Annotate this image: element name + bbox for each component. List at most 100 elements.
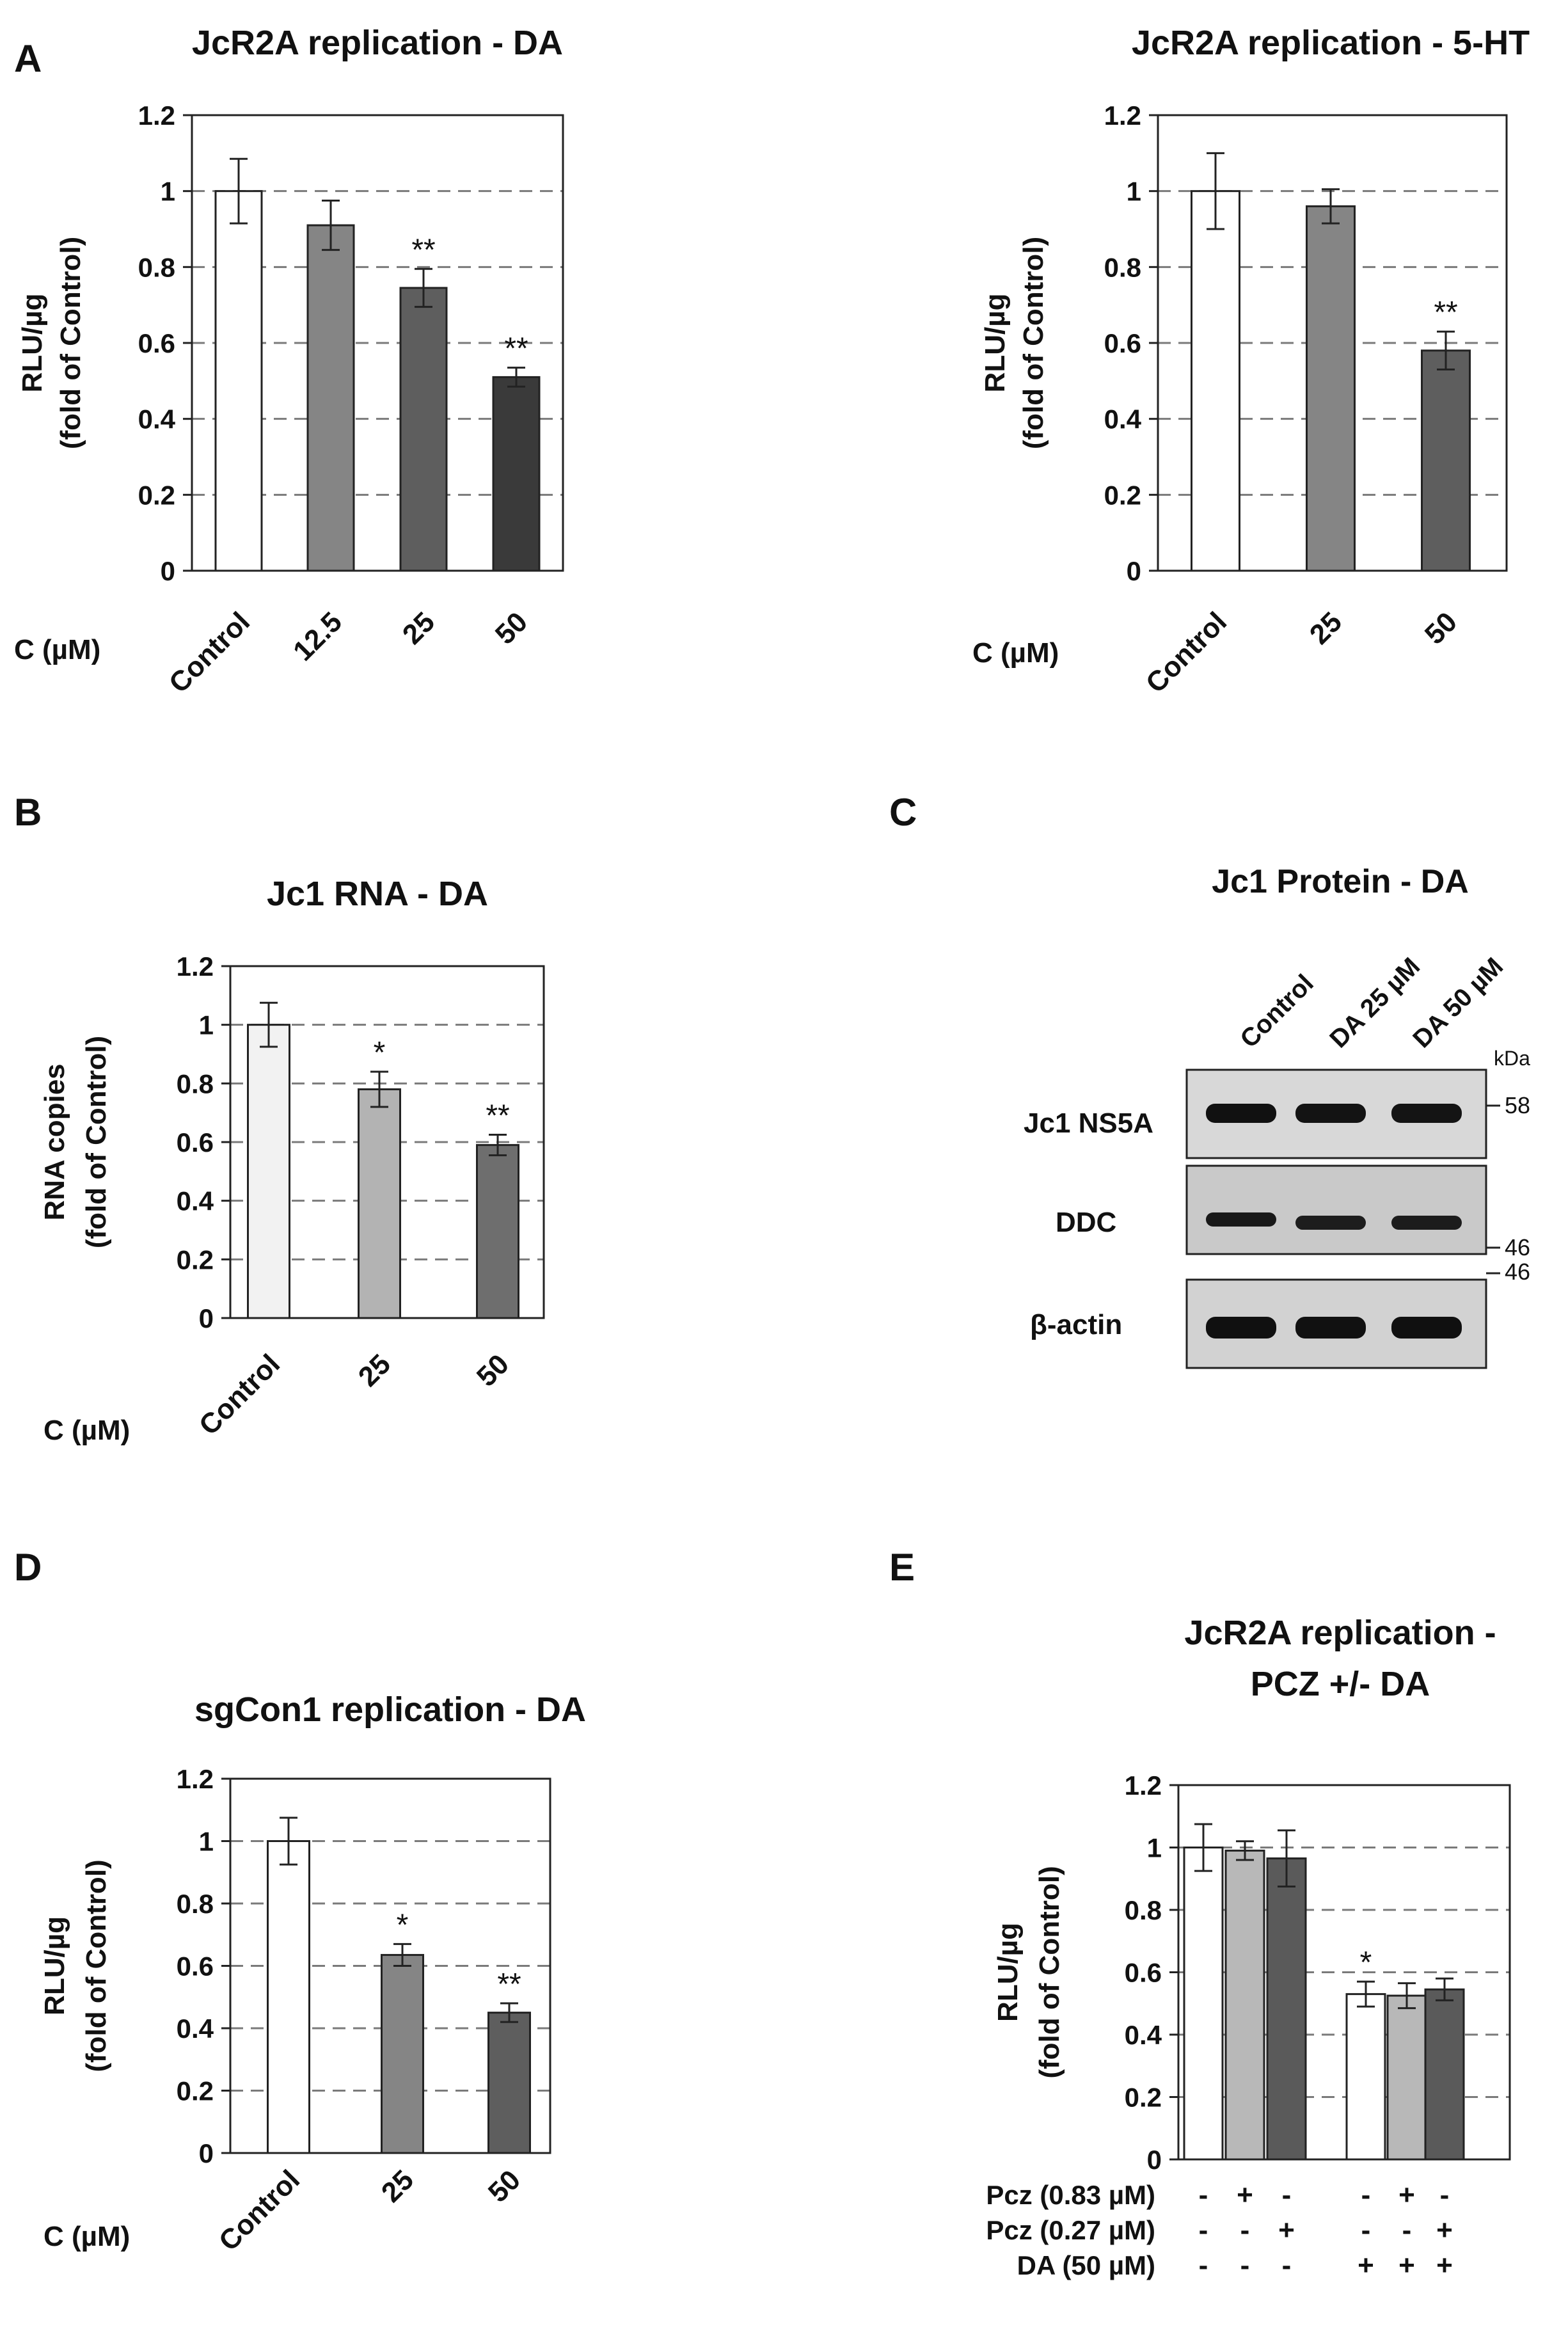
y-axis-label: (fold of Control) [1034,1866,1065,2078]
blot-title: Jc1 Protein - DA [1212,863,1469,900]
y-axis-label: RLU/µg [17,294,48,393]
condition-mark: + [1436,2214,1453,2246]
blot-band [1206,1212,1276,1227]
blot-row-actin: β-actin 46 [1030,1259,1530,1369]
condition-mark: - [1361,2214,1371,2246]
blot-band [1391,1216,1462,1230]
y-axis-label: (fold of Control) [81,1859,112,2072]
plot-frame [1177,1784,1511,2161]
y-tick-label: 1.2 [138,100,175,131]
y-tick-label: 0.2 [138,480,175,510]
blot-band [1295,1104,1366,1123]
y-tick-label: 1 [161,177,175,207]
y-tick-label: 0.8 [138,252,175,282]
bar [1421,349,1471,572]
bar [381,1953,424,2154]
condition-label: DA (50 µM) [1017,2250,1155,2280]
condition-mark: + [1237,2179,1253,2211]
bar [358,1088,401,1319]
bar [267,1840,310,2154]
panel-label-a: A [14,37,42,80]
blot-band [1295,1216,1366,1230]
blot-band [1206,1317,1276,1339]
chart-title: JcR2A replication - 5-HT [1132,24,1530,62]
chart-a1-jcr2a-da: JcR2A replication - DA RLU/µg (fold of Con… [14,24,564,699]
bar [487,2012,531,2154]
condition-mark: + [1358,2250,1374,2281]
y-tick-label: 0.6 [177,1951,214,1982]
y-tick-label: 0 [161,556,175,586]
chart-title: PCZ +/- DA [1251,1665,1430,1703]
bar [492,376,541,572]
significance-marker: * [397,1908,409,1942]
bar [1266,1857,1307,2161]
y-tick-label: 0.8 [177,1069,214,1099]
blot-marker-label: 58 [1505,1092,1530,1118]
condition-mark: - [1240,2250,1250,2281]
bar [399,287,448,572]
y-tick-label: 0.2 [177,2076,214,2106]
y-tick-label: 0.4 [138,404,176,434]
plot-frame [191,114,564,572]
y-tick-label: 0.6 [138,328,175,358]
significance-marker: ** [411,233,435,267]
y-tick-label: 1.2 [1104,100,1141,131]
bar [306,224,355,572]
significance-marker: ** [486,1099,509,1133]
y-tick-label: 0.2 [177,1244,214,1275]
y-axis-label: RNA copies [39,1063,70,1220]
blot-band [1295,1317,1366,1339]
y-axis-label: (fold of Control) [55,237,86,449]
chart-a2-jcr2a-5ht: JcR2A replication - 5-HT RLU/µg (fold of C… [972,24,1530,699]
chart-title: sgCon1 replication - DA [194,1690,586,1729]
y-tick-label: 0 [1127,556,1141,586]
chart-title: JcR2A replication - [1184,1614,1496,1652]
bar [1224,1849,1265,2161]
y-tick-label: 0.8 [1104,252,1141,282]
condition-mark: - [1240,2214,1250,2246]
bar [1424,1988,1465,2161]
y-tick-label: 1.2 [177,1764,214,1794]
y-tick-label: 1.2 [1125,1770,1162,1800]
y-tick-label: 0.4 [1104,404,1142,434]
blot-band [1391,1317,1462,1339]
blot-row-label: β-actin [1030,1309,1122,1340]
chart-title: JcR2A replication - DA [192,24,563,62]
y-tick-label: 1.2 [177,951,214,981]
condition-label: Pcz (0.83 µM) [986,2180,1155,2210]
condition-mark: + [1398,2250,1415,2281]
y-tick-label: 1 [1147,1833,1162,1863]
y-tick-label: 0 [1147,2145,1162,2175]
bar [1386,1994,1427,2161]
condition-mark: - [1199,2250,1208,2281]
blot-band [1206,1104,1276,1123]
panel-label-c: C [889,791,917,834]
blot-membrane [1185,1164,1487,1255]
significance-marker: ** [497,1967,521,2001]
condition-mark: - [1440,2179,1450,2211]
blot-row-label: Jc1 NS5A [1024,1108,1153,1139]
significance-marker: ** [504,332,528,366]
chart-e-pcz-da: JcR2A replication - PCZ +/- DA RLU/µg (fold… [986,1614,1511,2281]
blot-row-label: DDC [1056,1207,1116,1238]
x-axis-label: C (µM) [44,1415,130,1446]
blot-kda-label: kDa [1494,1047,1530,1070]
y-tick-label: 1 [199,1827,214,1857]
western-blot: Jc1 Protein - DA Control DA 25 µM DA 50 … [1024,863,1530,1369]
bar [1306,205,1356,572]
y-tick-label: 0.4 [177,1186,214,1216]
condition-mark: + [1436,2250,1453,2281]
bar [247,1024,290,1319]
blot-band [1391,1104,1462,1123]
significance-marker: ** [1434,296,1457,330]
y-tick-label: 0.8 [1125,1895,1162,1925]
condition-mark: + [1398,2179,1415,2211]
bar [476,1144,519,1319]
y-axis-label: RLU/µg [39,1916,70,2015]
y-tick-label: 1 [199,1010,214,1040]
y-tick-label: 0.4 [177,2014,214,2044]
y-tick-label: 0.6 [1104,328,1141,358]
condition-mark: - [1361,2179,1371,2211]
blot-marker-label: 46 [1505,1259,1530,1285]
